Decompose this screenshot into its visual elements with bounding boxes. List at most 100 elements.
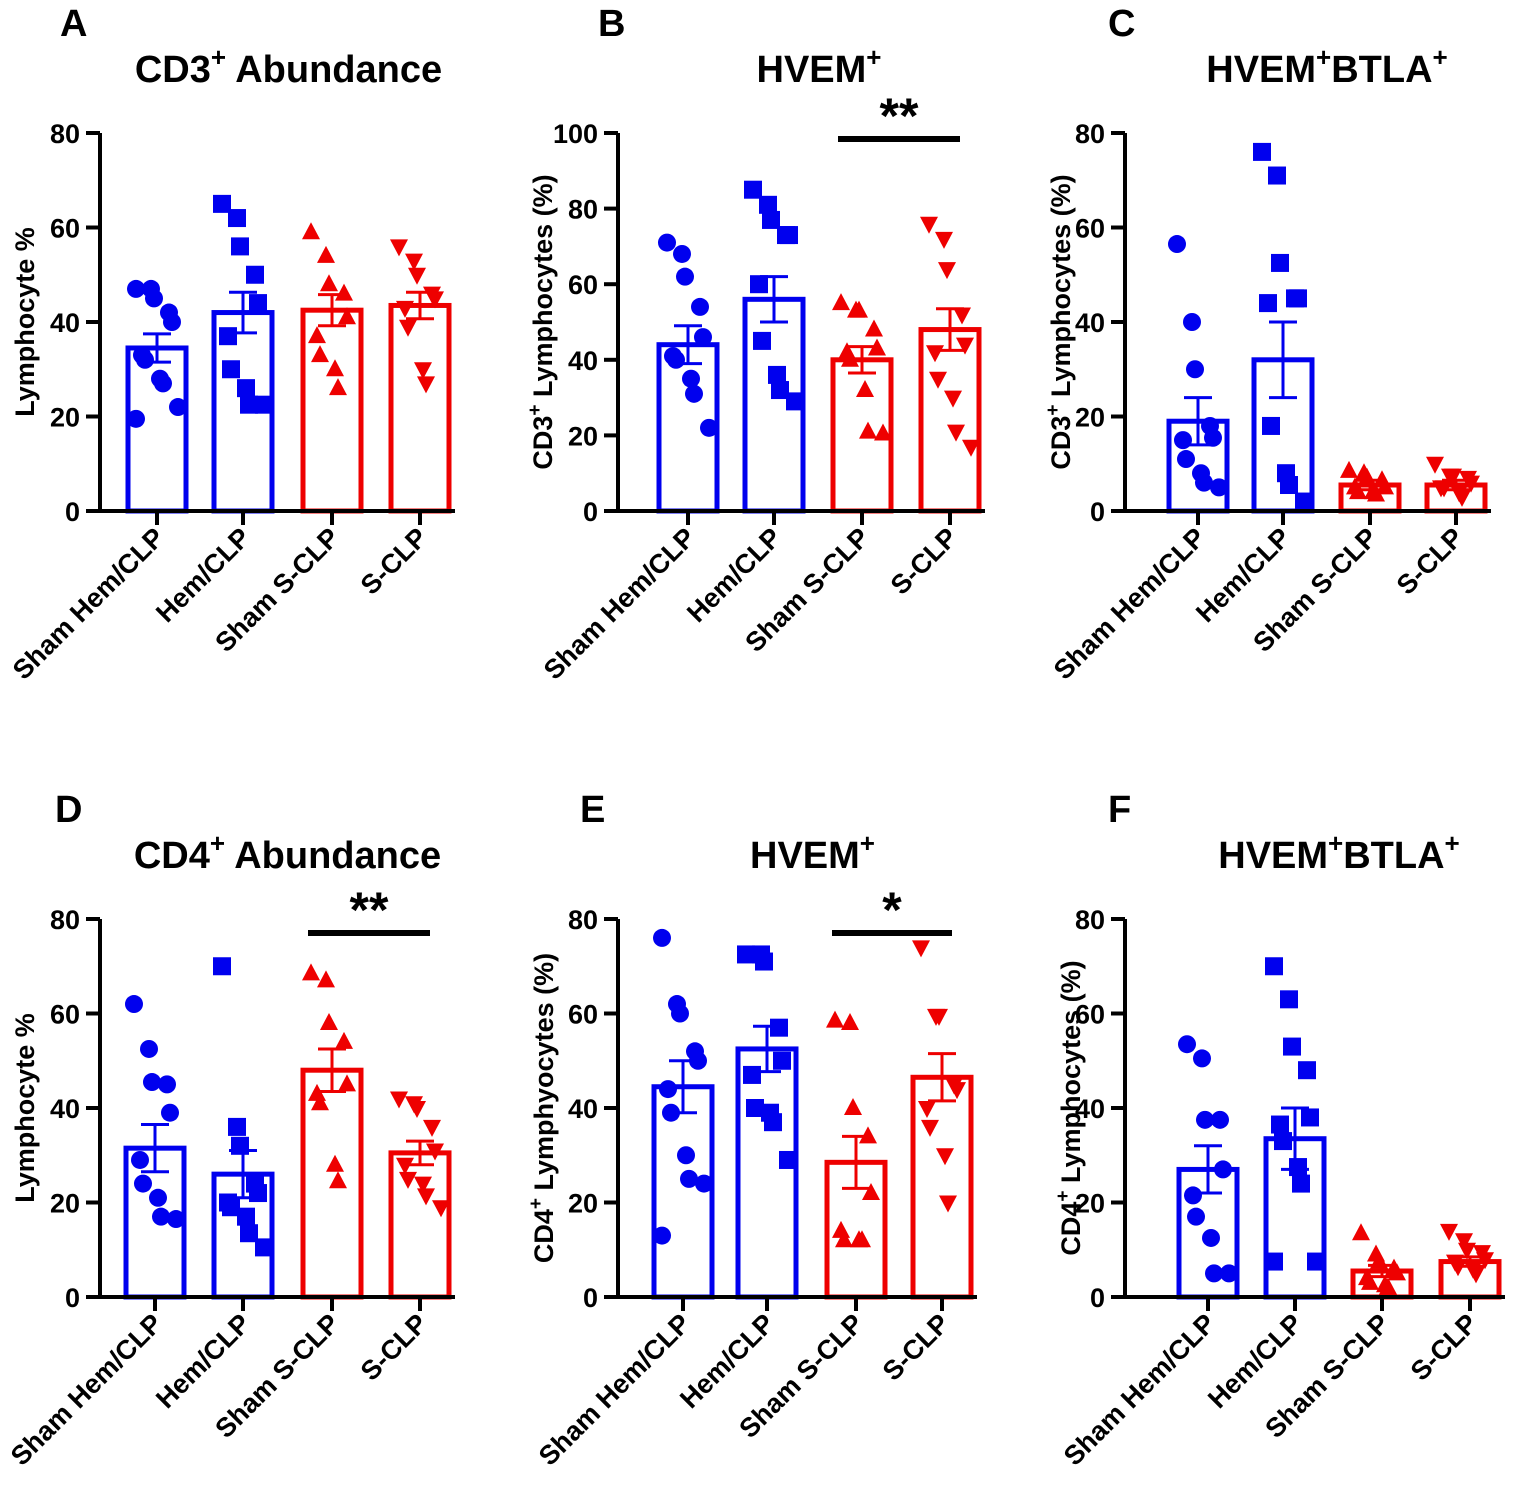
data-point — [768, 365, 786, 384]
y-tick-label: 40 — [50, 308, 80, 338]
data-point — [1340, 460, 1358, 478]
bar-3 — [910, 1074, 974, 1300]
data-point — [944, 390, 962, 408]
data-point — [1214, 1160, 1232, 1179]
data-point — [1367, 484, 1385, 502]
bar-3 — [388, 1150, 452, 1300]
data-point — [770, 1018, 788, 1037]
x-tick-label: S-CLP — [877, 1308, 955, 1386]
data-point — [948, 1082, 966, 1100]
data-point — [317, 245, 335, 263]
data-point — [1358, 467, 1376, 485]
data-point — [859, 421, 877, 439]
data-point — [1449, 1259, 1467, 1277]
data-point — [249, 1184, 267, 1203]
data-point — [947, 424, 965, 442]
panel-label: F — [1108, 789, 1131, 831]
data-point — [1280, 990, 1298, 1009]
data-point — [127, 409, 145, 428]
data-point — [149, 1188, 167, 1207]
data-point — [426, 1143, 444, 1161]
data-point — [764, 1113, 782, 1132]
y-tick-label: 20 — [50, 403, 80, 433]
y-tick-label: 40 — [50, 1094, 80, 1124]
data-point — [237, 1207, 255, 1226]
data-point — [1349, 482, 1367, 500]
data-point — [935, 231, 953, 249]
x-tick-label: S-CLP — [1391, 522, 1469, 600]
data-point — [1177, 450, 1195, 469]
data-point — [237, 379, 255, 398]
data-point — [329, 1171, 347, 1189]
y-tick-label: 80 — [568, 905, 598, 935]
data-point — [134, 1174, 152, 1193]
y-tick-label: 0 — [65, 1283, 80, 1313]
data-point — [1259, 294, 1277, 313]
data-point — [1196, 1110, 1214, 1129]
y-tick-label: 20 — [1075, 1189, 1105, 1219]
data-point — [1280, 476, 1298, 495]
data-point — [240, 1224, 258, 1243]
data-point — [1193, 1049, 1211, 1068]
data-point — [1455, 1233, 1473, 1251]
data-point — [1370, 1251, 1388, 1269]
data-point — [956, 337, 974, 355]
data-point — [1186, 360, 1204, 379]
chart-title: HVEM+ — [757, 42, 882, 91]
chart-title: HVEM+BTLA+ — [1218, 828, 1459, 877]
y-tick-label: 60 — [50, 214, 80, 244]
data-point — [414, 362, 432, 380]
data-point — [1262, 416, 1280, 435]
y-tick-label: 80 — [50, 905, 80, 935]
panel-label: A — [60, 3, 87, 45]
data-point — [780, 226, 798, 245]
data-point — [1220, 1264, 1238, 1283]
data-point — [918, 1101, 936, 1118]
data-point — [1289, 289, 1307, 308]
data-point — [850, 300, 868, 318]
data-point — [1205, 1264, 1223, 1283]
data-point — [213, 194, 231, 213]
data-point — [326, 1154, 344, 1172]
data-point — [231, 1136, 249, 1155]
data-point — [653, 928, 671, 947]
data-point — [680, 1169, 698, 1188]
data-point — [1187, 1207, 1205, 1226]
data-point — [746, 1099, 764, 1117]
data-point — [255, 1238, 273, 1257]
y-tick-label: 40 — [1075, 1094, 1105, 1124]
data-point — [762, 210, 780, 229]
y-axis-label: CD3+ Lymphocytes (%) — [1043, 174, 1076, 469]
data-point — [222, 360, 240, 379]
data-point — [249, 294, 267, 313]
significance-label: * — [882, 882, 902, 938]
data-point — [755, 952, 773, 971]
data-point — [1174, 431, 1192, 450]
data-point — [125, 995, 143, 1014]
data-point — [311, 345, 329, 363]
data-point — [1265, 1252, 1283, 1271]
data-point — [1426, 456, 1444, 474]
data-point — [1253, 142, 1271, 161]
data-point — [1183, 313, 1201, 331]
data-point — [694, 328, 712, 347]
data-point — [399, 319, 417, 337]
data-point — [691, 297, 709, 316]
chart-panel-e: E HVEM+ 0 20 40 60 80 CD4+ Lymphyocytes (%) Sham… — [526, 789, 977, 1471]
panel-label: E — [580, 789, 605, 831]
data-point — [874, 423, 892, 441]
data-point — [255, 395, 273, 414]
data-point — [228, 209, 246, 228]
x-tick-label: Sham Hem/CLP — [7, 522, 170, 685]
data-point — [1184, 1186, 1202, 1205]
data-point — [163, 313, 181, 331]
x-tick-label: Sham Hem/CLP — [1048, 522, 1211, 685]
data-point — [700, 418, 718, 437]
data-point — [408, 267, 426, 285]
data-point — [737, 945, 755, 964]
data-point — [841, 349, 859, 367]
y-tick-label: 60 — [568, 1000, 598, 1030]
data-point — [1462, 475, 1480, 493]
data-point — [759, 195, 777, 214]
y-tick-label: 20 — [1075, 403, 1105, 433]
